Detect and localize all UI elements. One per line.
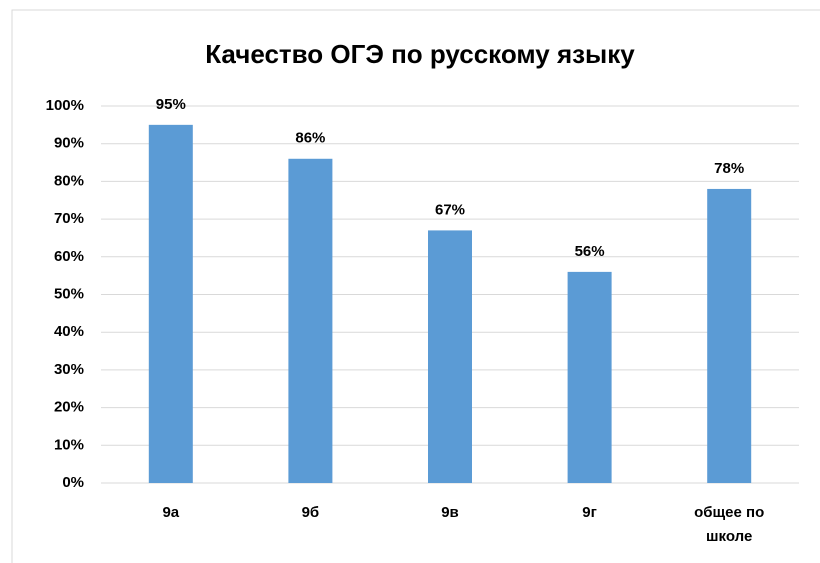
data-label: 86% [295, 130, 325, 147]
y-tick-label: 40% [54, 323, 84, 340]
x-tick-label: 9г [582, 504, 597, 521]
y-tick-label: 20% [54, 399, 84, 416]
bar [288, 158, 333, 483]
data-label: 67% [435, 201, 465, 218]
bar [707, 188, 752, 483]
y-tick-label: 50% [54, 285, 84, 302]
data-label: 56% [575, 243, 605, 260]
data-label: 78% [714, 160, 744, 177]
y-tick-label: 10% [54, 436, 84, 453]
y-tick-label: 80% [54, 172, 84, 189]
bar [428, 230, 472, 483]
y-tick-label: 60% [54, 248, 84, 265]
y-tick-label: 30% [54, 361, 84, 378]
chart-frame [11, 9, 820, 563]
x-tick-label: общее по школе [694, 504, 765, 545]
y-tick-label: 100% [46, 97, 84, 114]
y-tick-label: 0% [62, 474, 84, 491]
y-tick-label: 70% [54, 210, 84, 227]
x-tick-label: 9а [162, 504, 180, 521]
chart-title: Качество ОГЭ по русскому языку [205, 39, 635, 69]
x-tick-label: 9в [441, 504, 459, 521]
bar [567, 271, 612, 483]
data-label: 95% [156, 96, 186, 113]
bar [148, 124, 193, 483]
y-tick-label: 90% [54, 135, 84, 152]
x-tick-label: 9б [301, 504, 320, 521]
